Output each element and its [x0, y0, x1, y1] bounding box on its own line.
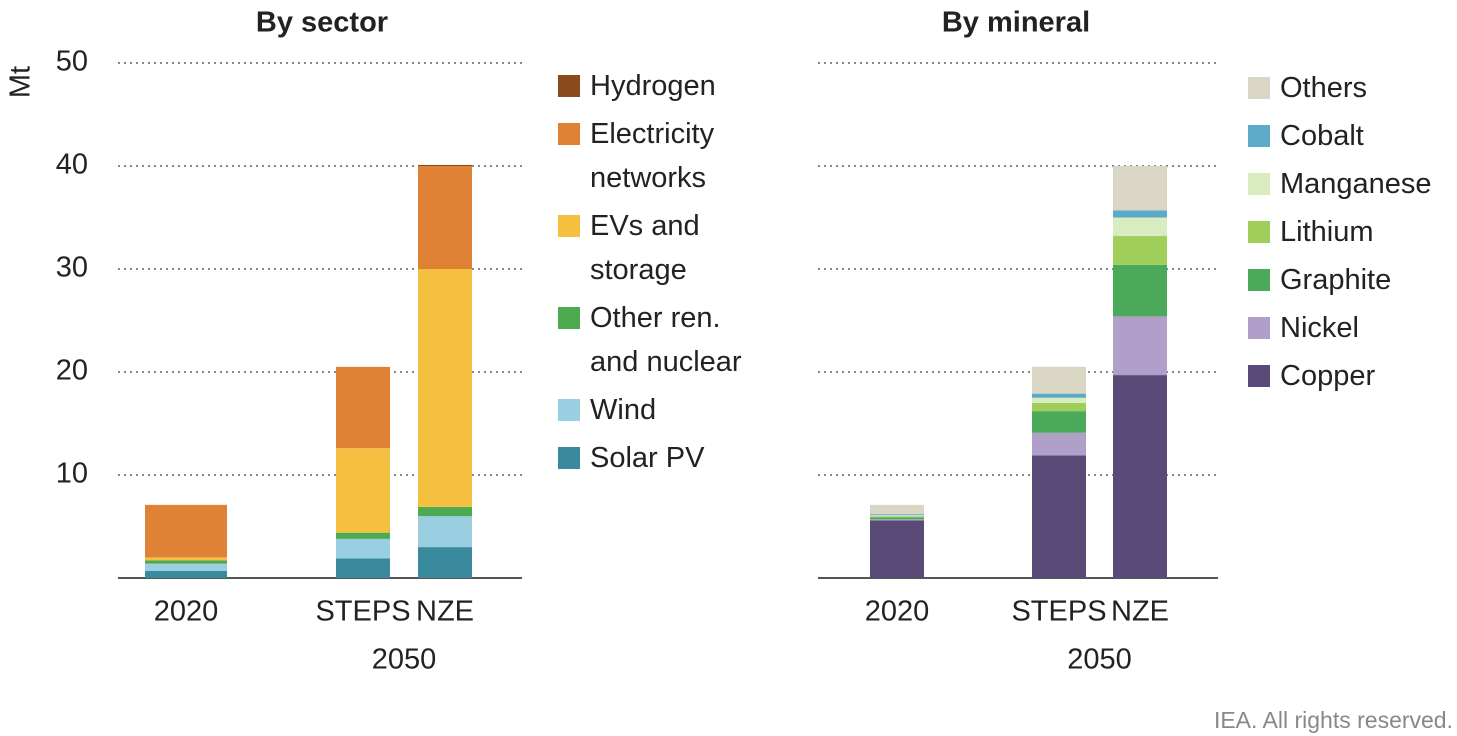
x-tick-label: NZE [416, 596, 474, 628]
bar-segment [870, 520, 924, 578]
legend-item: Solar PV [558, 436, 743, 480]
x-tick-label: 2020 [865, 596, 930, 628]
legend-item: Copper [1248, 354, 1453, 398]
bar-segment [1032, 366, 1086, 394]
y-tick-label: 10 [56, 458, 88, 490]
bar-segment [1113, 236, 1167, 265]
legend: Hydrogen Electricity networks EVs and stor… [558, 64, 743, 484]
legend-label: Hydrogen [590, 70, 716, 102]
bar-segment [1032, 397, 1086, 403]
legend-item: Wind [558, 388, 743, 432]
bar-segment [145, 563, 227, 571]
legend-swatch [558, 75, 580, 97]
bar-segment [1032, 402, 1086, 412]
legend-label: Cobalt [1280, 120, 1364, 152]
legend-swatch [558, 215, 580, 237]
legend-label: Lithium [1280, 216, 1374, 248]
bar-segment [418, 164, 472, 166]
bar-segment [1032, 411, 1086, 433]
bar-segment [145, 504, 227, 558]
legend-label: Others [1280, 72, 1368, 104]
x-tick-label: STEPS [1011, 596, 1106, 628]
legend-label: Electricity networks [590, 118, 715, 194]
bar-segment [418, 269, 472, 507]
bar-segment [870, 514, 924, 516]
legend-swatch [1248, 269, 1270, 291]
bar-segment [1113, 375, 1167, 578]
bar-segment [418, 547, 472, 578]
legend-item: Other ren. and nuclear [558, 296, 743, 384]
legend-swatch [1248, 365, 1270, 387]
legend-label: Solar PV [590, 442, 705, 474]
bar-segment [1113, 210, 1167, 218]
bar-segment [870, 504, 924, 515]
bar-segment [145, 570, 227, 578]
bar-segment [336, 558, 390, 578]
legend-swatch [1248, 77, 1270, 99]
legend-item: Graphite [1248, 258, 1453, 302]
category-group-label: 2050 [1067, 644, 1132, 676]
bar-segment [418, 166, 472, 269]
chart-title: By sector [256, 7, 388, 39]
bar-segment [1032, 432, 1086, 456]
x-tick-label: 2020 [154, 596, 219, 628]
bar-segment [336, 538, 390, 559]
bar-segment [418, 516, 472, 548]
bar-segment [1113, 166, 1167, 211]
y-tick-label: 30 [56, 252, 88, 284]
legend-swatch [558, 399, 580, 421]
bar-segment [1032, 393, 1086, 398]
x-tick-label: NZE [1111, 596, 1169, 628]
bar-segment [870, 519, 924, 521]
bar-segment [145, 557, 227, 561]
legend-label: EVs and storage [590, 210, 700, 286]
bar-segment [1113, 217, 1167, 237]
bar-segment [418, 506, 472, 517]
legend-item: Others [1248, 66, 1453, 110]
legend-swatch [1248, 317, 1270, 339]
legend-swatch [558, 307, 580, 329]
y-tick-label: 40 [56, 149, 88, 181]
footer: IEA. All rights reserved. [1213, 707, 1453, 733]
legend-label: Copper [1280, 360, 1376, 392]
legend-item: Nickel [1248, 306, 1453, 350]
legend-swatch [558, 447, 580, 469]
bar-segment [1113, 316, 1167, 376]
legend-swatch [558, 123, 580, 145]
legend-label: Graphite [1280, 264, 1392, 296]
legend-label: Manganese [1280, 168, 1432, 200]
legend: Others Cobalt Manganese Lithium Graphite Nick… [1248, 66, 1453, 402]
legend-item: Electricity networks [558, 112, 743, 200]
legend-swatch [1248, 125, 1270, 147]
category-group-label: 2050 [372, 644, 437, 676]
bar-segment [1032, 455, 1086, 578]
legend-item: EVs and storage [558, 204, 743, 292]
legend-label: Nickel [1280, 312, 1359, 344]
legend-item: Cobalt [1248, 114, 1453, 158]
legend-swatch [1248, 173, 1270, 195]
x-tick-label: STEPS [315, 596, 410, 628]
bar-segment [1113, 264, 1167, 317]
legend-item: Lithium [1248, 210, 1453, 254]
bar-segment [870, 515, 924, 517]
chart-title: By mineral [942, 7, 1090, 39]
bar-segment [336, 448, 390, 533]
legend-item: Hydrogen [558, 64, 743, 108]
bar-segment [336, 366, 390, 449]
y-tick-label: 50 [56, 46, 88, 78]
legend-label: Wind [590, 394, 657, 426]
y-tick-label: 20 [56, 355, 88, 387]
bar-segment [870, 517, 924, 520]
bar-segment [870, 516, 924, 518]
legend-item: Manganese [1248, 162, 1453, 206]
bar-segment [145, 560, 227, 564]
y-axis-label: Mt [5, 66, 37, 98]
legend-label: Other ren. and nuclear [590, 302, 742, 378]
legend-swatch [1248, 221, 1270, 243]
bar-segment [336, 532, 390, 539]
